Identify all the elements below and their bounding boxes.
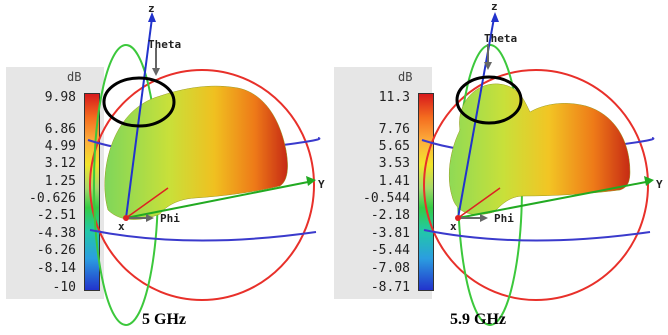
y-axis-arrow <box>644 176 654 186</box>
tick-label: 7.76 <box>378 122 410 137</box>
tick-label: -10 <box>52 280 76 295</box>
legend-box <box>334 67 432 299</box>
sphere-outline-red <box>89 69 315 301</box>
equator-blue-lower <box>423 229 651 242</box>
tick-label: -8.14 <box>36 261 76 276</box>
phi-label: Phi <box>494 212 514 225</box>
z-axis-arrow <box>148 12 156 22</box>
theta-arrowhead <box>484 62 492 70</box>
tick-label: -0.626 <box>29 191 76 206</box>
tick-label: 5.65 <box>378 139 410 154</box>
tick-label: -0.544 <box>363 191 410 206</box>
tick-label: -2.18 <box>370 208 410 223</box>
tick-label: 1.25 <box>44 174 76 189</box>
y-axis-arrow <box>306 176 316 186</box>
x-axis-label: x <box>450 220 457 233</box>
radiation-lobe <box>448 83 631 215</box>
tick-label: 4.99 <box>44 139 76 154</box>
z-axis <box>125 17 153 219</box>
z-axis-label: z <box>148 2 155 15</box>
z-axis-arrow <box>491 12 499 22</box>
x-axis <box>125 187 169 219</box>
y-axis-label: Y <box>318 178 325 191</box>
equator-blue-lower <box>89 229 317 242</box>
frequency-label: 5.9 GHz <box>450 311 506 328</box>
tick-label: 3.53 <box>378 156 410 171</box>
y-axis-label: Y <box>656 178 663 191</box>
tick-label: 9.98 <box>44 90 76 105</box>
frequency-label: 5 GHz <box>142 311 186 328</box>
origin-marker <box>123 215 129 221</box>
tick-label: -5.44 <box>370 243 410 258</box>
tick-label: -8.71 <box>370 280 410 295</box>
phi-arrowhead <box>480 214 488 222</box>
x-axis <box>457 187 501 219</box>
theta-label: Theta <box>484 32 517 45</box>
tick-label: -3.81 <box>370 226 410 241</box>
tick-label: -4.38 <box>36 226 76 241</box>
tick-label: 3.12 <box>44 156 76 171</box>
sphere-outline-red <box>423 69 649 301</box>
tick-label: 1.41 <box>378 174 410 189</box>
legend-unit: dB <box>398 70 413 84</box>
pattern-plot: z Y x Theta Phi <box>421 0 663 326</box>
phi-label: Phi <box>160 212 180 225</box>
panel-5-9ghz: dB 11.3 7.76 5.65 3.53 1.41 -0.544 -2.18… <box>334 0 668 335</box>
x-axis-label: x <box>118 220 125 233</box>
phi-arrowhead <box>146 214 154 222</box>
legend-unit: dB <box>67 70 82 84</box>
panel-5ghz: dB 9.98 6.86 4.99 3.12 1.25 -0.626 -2.51… <box>6 2 325 328</box>
y-axis <box>457 181 647 219</box>
theta-arrowhead <box>152 68 160 76</box>
highlight-circle <box>455 75 523 125</box>
tick-label: 6.86 <box>44 122 76 137</box>
tick-label: -2.51 <box>36 208 76 223</box>
tick-label: -6.26 <box>36 243 76 258</box>
origin-marker <box>455 215 461 221</box>
tick-label: -7.08 <box>370 261 410 276</box>
highlight-circle <box>102 76 176 128</box>
pattern-plot: z Y x Theta Phi <box>87 2 325 326</box>
theta-label: Theta <box>148 38 181 51</box>
y-axis <box>125 181 309 219</box>
radiation-lobe <box>104 85 288 220</box>
tick-label: 11.3 <box>378 90 410 105</box>
z-axis-label: z <box>491 0 498 13</box>
